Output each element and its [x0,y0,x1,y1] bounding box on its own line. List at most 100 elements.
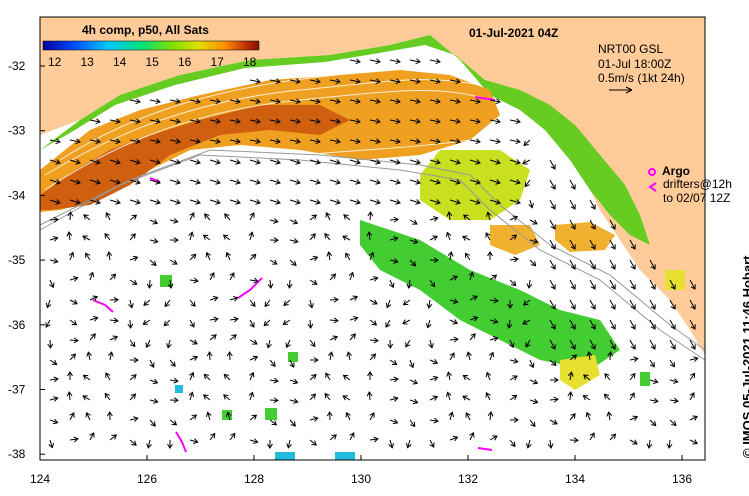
current-arrow [649,359,655,368]
current-arrow [469,315,479,322]
current-arrow [689,415,698,421]
current-arrow [489,274,498,281]
current-arrow [689,372,696,381]
lon-tick-136: 136 [672,472,692,486]
current-arrow [609,239,616,250]
current-arrow [549,159,556,170]
current-arrow [309,373,317,381]
current-arrow [289,419,296,427]
current-arrow [229,159,241,165]
current-arrow [266,339,272,349]
current-arrow [49,396,59,402]
current-arrow [89,138,101,145]
current-arrow [109,199,121,205]
current-arrow [446,371,452,381]
current-arrow [149,118,161,125]
current-arrow [569,437,579,444]
current-arrow [209,295,219,302]
current-arrow [389,138,401,145]
current-arrow [569,219,576,230]
current-arrow [69,276,79,282]
current-arrow [82,374,91,381]
current-arrow [509,138,521,145]
current-arrow [529,238,539,245]
current-arrow [589,199,596,210]
current-arrow [129,214,138,221]
current-arrow [49,258,59,264]
current-arrow [286,279,293,289]
current-arrow [485,232,491,241]
current-arrow [389,98,401,105]
sst-speck-8 [640,372,650,386]
current-arrow [409,98,421,105]
current-arrow [289,259,297,266]
current-arrow [329,118,341,125]
current-arrow [69,319,78,326]
current-arrow [549,299,556,310]
current-arrow [506,319,513,329]
current-arrow [145,339,151,349]
current-arrow [129,255,139,262]
lon-tick-132: 132 [458,472,478,486]
current-arrow [289,179,301,185]
current-arrow [149,179,161,185]
current-arrow [526,439,532,449]
current-arrow [169,377,179,384]
current-arrow [429,118,441,125]
current-arrow [202,234,211,241]
current-arrow [229,138,241,145]
sst-speck-4 [265,408,277,420]
current-arrow [569,279,576,290]
current-arrow [269,118,281,125]
current-arrow [269,159,281,165]
current-arrow [308,299,314,309]
current-arrow [509,199,521,205]
current-arrow [429,439,435,448]
current-arrow [109,317,119,324]
colorbar-tick-12: 12 [48,55,62,69]
current-arrow [445,231,452,241]
current-arrow [68,251,75,261]
current-arrow [269,218,279,224]
current-arrow [169,98,181,105]
current-arrow [167,279,174,289]
current-arrow [689,319,696,330]
current-arrow [609,259,616,270]
current-arrow [49,235,59,242]
current-arrow [689,279,696,290]
colorbar-tick-labels: 12 13 14 15 16 17 18 [48,55,257,69]
colorbar-title: 4h comp, p50, All Sats [82,23,209,37]
current-arrow [289,359,295,368]
current-arrow [82,395,91,401]
current-arrow [525,339,531,348]
current-arrow [166,339,172,349]
current-arrow [389,258,399,264]
current-arrow [368,251,375,261]
sst-orange-patch-1 [490,225,540,255]
current-arrow [649,378,659,384]
current-arrow [286,439,292,449]
current-arrow [128,299,134,309]
colorbar-tick-16: 16 [178,55,192,69]
current-arrow [129,138,141,145]
current-arrow [646,439,653,449]
current-arrow [469,138,481,145]
current-arrow [607,351,614,361]
current-arrow [389,179,401,185]
current-arrow [104,232,111,241]
current-arrow [449,298,459,304]
current-arrow [325,372,331,381]
current-arrow [409,379,419,385]
current-arrow [429,279,436,288]
current-arrow [488,351,495,361]
current-arrow [109,273,117,281]
current-arrow [229,98,241,105]
current-arrow [589,319,596,330]
current-arrow [549,419,558,425]
current-arrow [326,251,333,261]
current-arrow [429,375,439,382]
sst-speck-6 [275,452,295,460]
current-arrow [509,234,518,241]
current-arrow [549,219,556,230]
current-arrow [189,159,201,165]
